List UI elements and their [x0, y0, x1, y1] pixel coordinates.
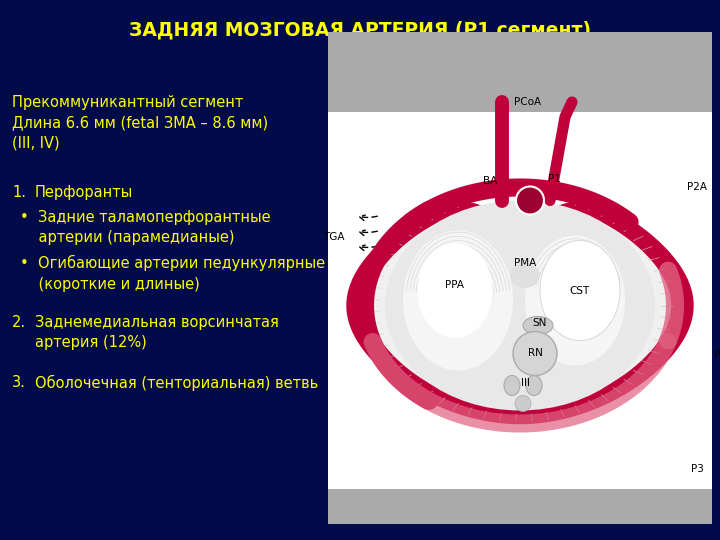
Polygon shape — [347, 202, 693, 423]
Bar — [328, 32, 712, 112]
Circle shape — [515, 395, 531, 411]
Text: PPA: PPA — [446, 280, 464, 291]
Text: P3: P3 — [691, 464, 704, 474]
Ellipse shape — [523, 316, 553, 334]
Text: Заднемедиальная ворсинчатая
артерия (12%): Заднемедиальная ворсинчатая артерия (12%… — [35, 315, 279, 350]
Text: III: III — [521, 379, 529, 388]
Text: TGA: TGA — [323, 233, 344, 242]
Text: •  Задние таламоперфорантные
    артерии (парамедианые): • Задние таламоперфорантные артерии (пар… — [20, 210, 271, 245]
Text: ЗАДНЯЯ МОЗГОВАЯ АРТЕРИЯ (Р1 сегмент): ЗАДНЯЯ МОЗГОВАЯ АРТЕРИЯ (Р1 сегмент) — [129, 20, 591, 39]
Circle shape — [513, 332, 557, 375]
Ellipse shape — [540, 240, 620, 341]
Text: 3.: 3. — [12, 375, 26, 390]
Ellipse shape — [403, 231, 513, 370]
Polygon shape — [369, 215, 670, 408]
Text: •  Огибающие артерии педункулярные
    (короткие и длиные): • Огибающие артерии педункулярные (корот… — [20, 255, 325, 292]
Text: 1.: 1. — [12, 185, 26, 200]
Bar — [328, 32, 712, 524]
Ellipse shape — [510, 263, 540, 288]
Bar — [328, 489, 712, 524]
Text: Прекоммуникантный сегмент
Длина 6.6 мм (fetal ЗМА – 8.6 мм)
(III, IV): Прекоммуникантный сегмент Длина 6.6 мм (… — [12, 95, 268, 151]
Text: CST: CST — [570, 286, 590, 295]
Bar — [328, 112, 712, 489]
Text: PMA: PMA — [514, 259, 536, 268]
Bar — [328, 489, 712, 524]
Text: PCoA: PCoA — [514, 97, 541, 107]
Text: Оболочечная (тенториальная) ветвь: Оболочечная (тенториальная) ветвь — [35, 375, 318, 391]
Text: BA: BA — [482, 176, 497, 186]
Text: Перфоранты: Перфоранты — [35, 185, 133, 200]
Text: 2.: 2. — [12, 315, 26, 330]
Ellipse shape — [418, 243, 492, 338]
Ellipse shape — [526, 375, 542, 395]
Text: SN: SN — [533, 319, 547, 328]
Text: P1: P1 — [548, 173, 561, 184]
Circle shape — [516, 186, 544, 214]
Bar — [328, 32, 712, 112]
Ellipse shape — [525, 235, 625, 366]
Text: P2p: P2p — [714, 350, 720, 361]
Ellipse shape — [504, 375, 520, 395]
Ellipse shape — [385, 200, 655, 410]
Text: P2A: P2A — [687, 183, 707, 192]
Bar — [328, 112, 712, 489]
Text: RN: RN — [528, 348, 542, 359]
